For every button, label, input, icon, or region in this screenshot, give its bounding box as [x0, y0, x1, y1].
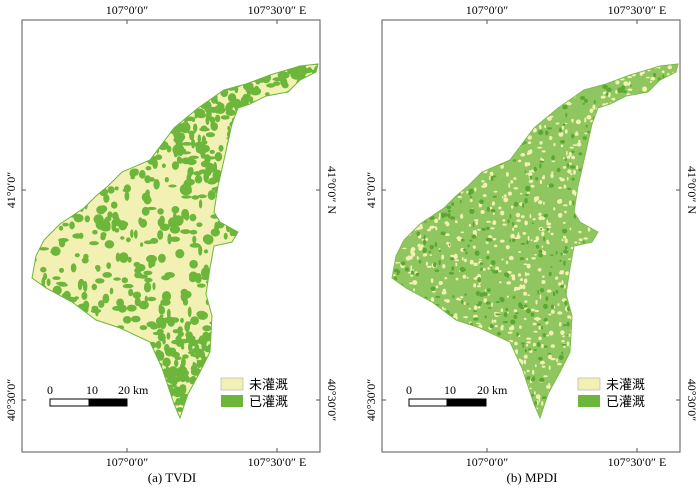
- legend-swatch-irrigated: [221, 395, 243, 407]
- tick-marks: [382, 20, 680, 452]
- top-x-label-2: 107°30′0″ E: [608, 3, 667, 17]
- top-x-label-1: 107°0′0″: [106, 3, 148, 17]
- bottom-x-label-1: 107°0′0″: [106, 455, 148, 469]
- legend-swatch-non-irrigated: [577, 377, 601, 391]
- right-y-label-1: 41°0′0″ N: [325, 166, 339, 214]
- bottom-x-label-1: 107°0′0″: [466, 455, 508, 469]
- legend-swatch-non-irrigated: [220, 377, 244, 391]
- left-y-label-2: 40°30′0″: [364, 379, 378, 421]
- scale-bar: 0 10 20 km: [406, 383, 508, 407]
- panel-a: 107°0′0″ 107°30′0″ E 107°0′0″ 107°30′0″ …: [4, 3, 339, 485]
- bottom-x-label-2: 107°30′0″ E: [608, 455, 667, 469]
- legend-label-irrigated: 已灌溉: [249, 394, 288, 409]
- left-y-label-1: 41°0′0″: [4, 172, 18, 208]
- legend-label-irrigated: 已灌溉: [606, 394, 645, 409]
- scale-label-0: 0: [47, 383, 53, 397]
- map-frame: [21, 19, 321, 453]
- tick-marks: [22, 20, 320, 452]
- panel-b: 107°0′0″ 107°30′0″ E 107°0′0″ 107°30′0″ …: [364, 3, 699, 485]
- legend-label-non-irrigated: 未灌溉: [606, 377, 645, 392]
- legend: 未灌溉 已灌溉: [577, 377, 645, 409]
- map-frame: [381, 19, 681, 453]
- panel-caption: (a) TVDI: [148, 470, 197, 485]
- legend-swatch-irrigated: [578, 395, 600, 407]
- scale-label-0: 0: [406, 383, 412, 397]
- scale-label-10: 10: [444, 383, 456, 397]
- top-x-label-2: 107°30′0″ E: [248, 3, 307, 17]
- scale-label-20: 20 km: [118, 383, 149, 397]
- top-x-label-1: 107°0′0″: [466, 3, 508, 17]
- legend: 未灌溉 已灌溉: [220, 377, 288, 409]
- panel-caption: (b) MPDI: [507, 470, 558, 485]
- right-y-label-1: 41°0′0″ N: [685, 166, 699, 214]
- bottom-x-label-2: 107°30′0″ E: [248, 455, 307, 469]
- left-y-label-1: 41°0′0″: [364, 172, 378, 208]
- legend-label-non-irrigated: 未灌溉: [249, 377, 288, 392]
- right-y-label-2: 40°30′0″: [685, 379, 699, 421]
- left-y-label-2: 40°30′0″: [4, 379, 18, 421]
- scale-bar: 0 10 20 km: [47, 383, 149, 407]
- irrigation-map-region: [391, 63, 679, 419]
- scale-label-10: 10: [86, 383, 98, 397]
- right-y-label-2: 40°30′0″: [325, 379, 339, 421]
- irrigation-map-region: [31, 63, 319, 419]
- scale-label-20: 20 km: [477, 383, 508, 397]
